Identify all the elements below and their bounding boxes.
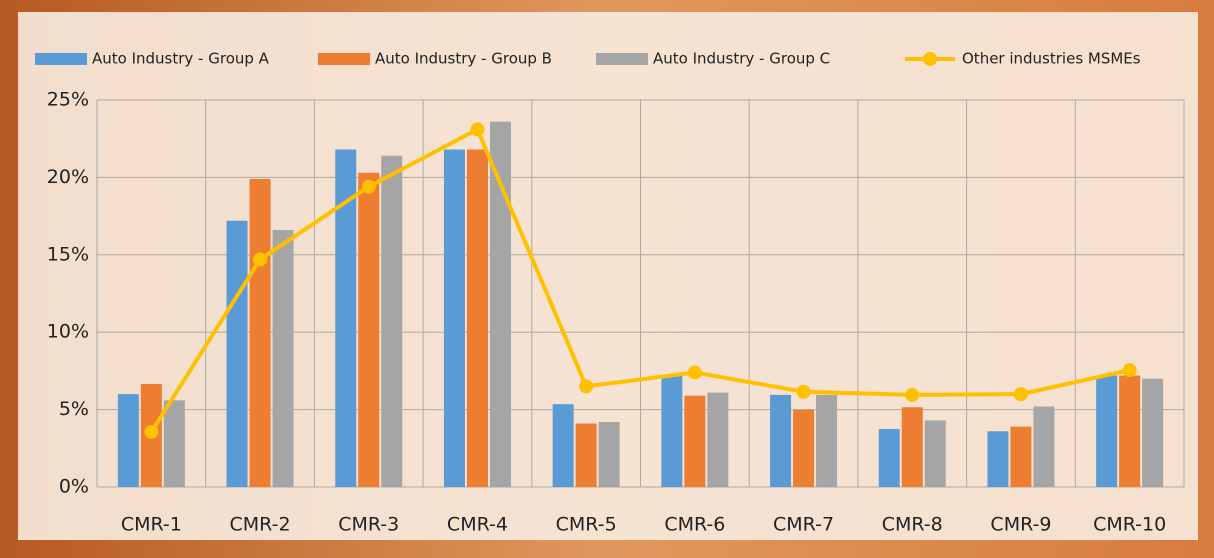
line-marker	[579, 379, 593, 393]
legend-swatch	[35, 53, 87, 65]
line-marker	[797, 385, 811, 399]
bar	[1010, 427, 1031, 487]
line-marker	[905, 388, 919, 402]
bar	[1119, 376, 1140, 487]
y-tick-label: 0%	[59, 476, 89, 498]
bar	[793, 410, 814, 487]
bar	[164, 400, 185, 487]
line-marker	[1123, 363, 1137, 377]
bar	[1033, 407, 1054, 487]
y-tick-label: 25%	[47, 89, 89, 111]
legend-swatch-marker	[923, 52, 937, 66]
bar	[381, 156, 402, 487]
legend-label: Auto Industry - Group B	[375, 50, 552, 68]
y-tick-label: 20%	[47, 166, 89, 188]
bar	[490, 122, 511, 487]
y-tick-label: 5%	[59, 398, 89, 420]
bar	[1142, 379, 1163, 487]
bar	[118, 394, 139, 487]
bar	[770, 395, 791, 487]
legend-label: Other industries MSMEs	[962, 50, 1141, 68]
bar	[879, 429, 900, 487]
bar	[358, 173, 379, 487]
legend-swatch	[318, 53, 370, 65]
bar	[553, 404, 574, 487]
bar	[227, 221, 248, 487]
x-tick-label: CMR-8	[882, 514, 943, 536]
bar	[273, 230, 294, 487]
bar	[250, 179, 271, 487]
bar	[925, 420, 946, 487]
bar	[816, 395, 837, 487]
bar	[987, 431, 1008, 487]
x-tick-label: CMR-2	[230, 514, 291, 536]
line-marker	[688, 365, 702, 379]
x-tick-label: CMR-9	[990, 514, 1051, 536]
x-tick-label: CMR-10	[1093, 514, 1166, 536]
page: {"chart_data": {"type": "bar", "categori…	[0, 0, 1214, 558]
bar	[467, 150, 488, 487]
legend-label: Auto Industry - Group A	[92, 50, 270, 68]
line-marker	[362, 180, 376, 194]
line-marker	[1014, 387, 1028, 401]
legend-swatch	[596, 53, 648, 65]
x-tick-label: CMR-7	[773, 514, 834, 536]
bar	[576, 424, 597, 487]
bar	[707, 393, 728, 487]
x-tick-label: CMR-6	[664, 514, 725, 536]
y-tick-label: 10%	[47, 321, 89, 343]
line-marker	[144, 425, 158, 439]
x-tick-label: CMR-3	[338, 514, 399, 536]
x-tick-label: CMR-5	[556, 514, 617, 536]
line-marker	[470, 122, 484, 136]
x-tick-label: CMR-4	[447, 514, 508, 536]
x-tick-label: CMR-1	[121, 514, 182, 536]
line-marker	[253, 252, 267, 266]
bar	[444, 150, 465, 487]
legend-label: Auto Industry - Group C	[653, 50, 830, 68]
bar	[684, 396, 705, 487]
bar	[1096, 376, 1117, 487]
chart: 0% 5% 10% 15% 20% 25% CMR-1 CMR-2 CMR-3 CMR-4 CMR-…	[0, 0, 1214, 558]
bar	[661, 376, 682, 487]
bar	[902, 407, 923, 487]
y-tick-label: 15%	[47, 243, 89, 265]
bar	[599, 422, 620, 487]
